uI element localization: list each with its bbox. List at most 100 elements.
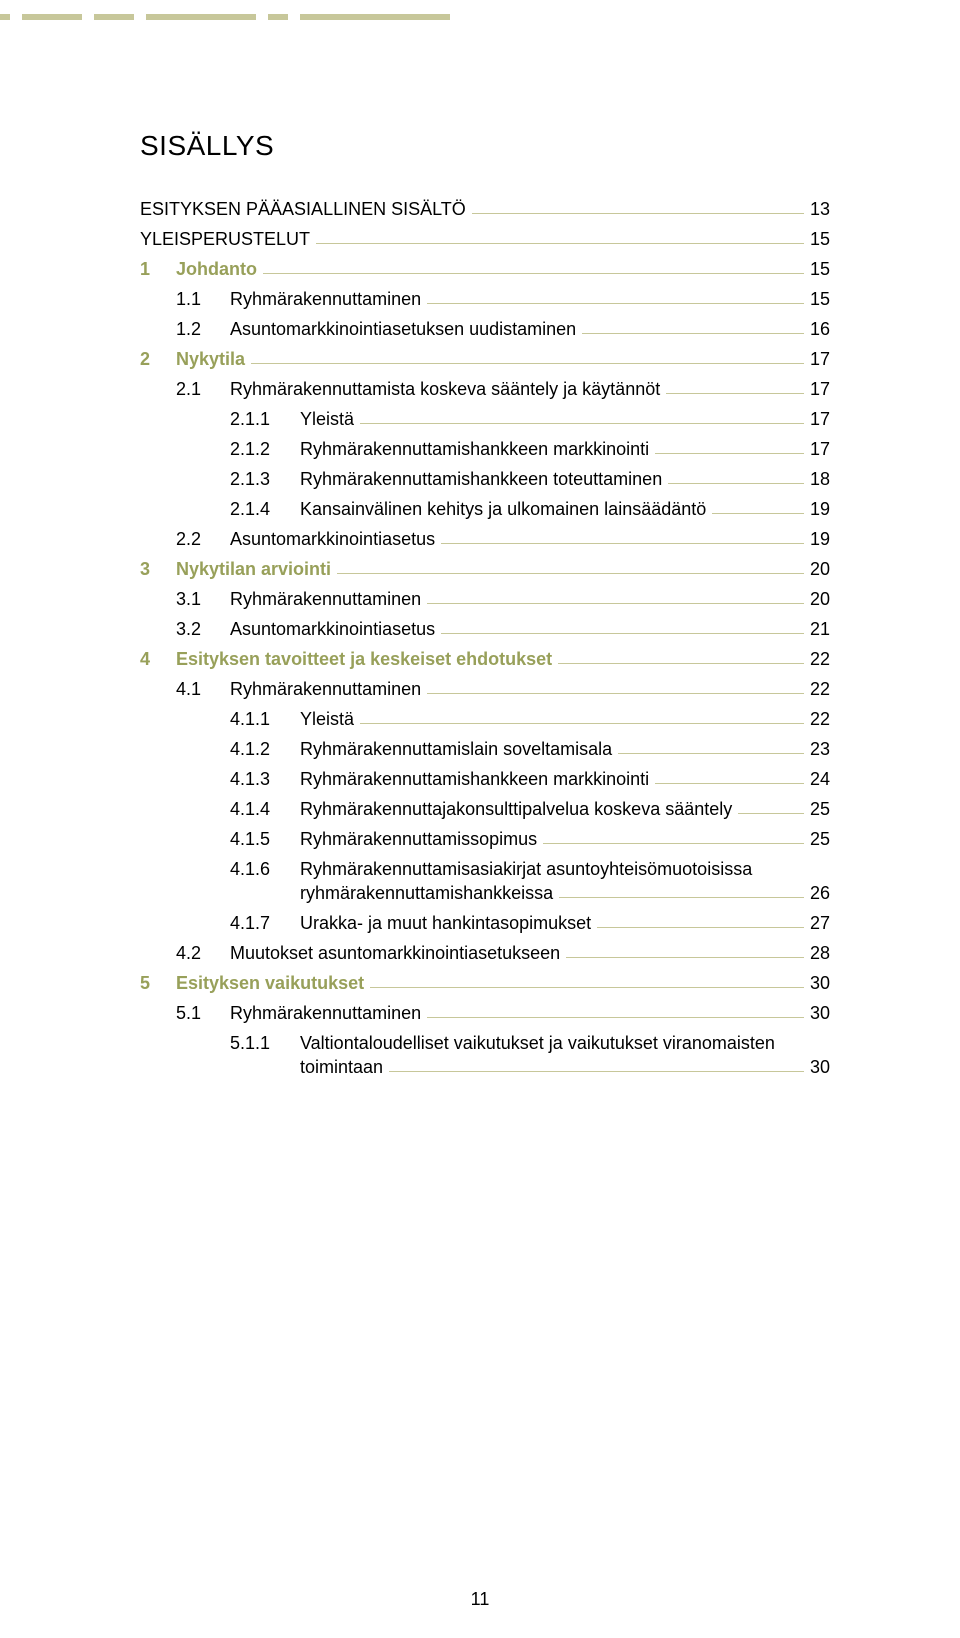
toc-number: 2.1.2 [230, 440, 300, 458]
toc-leader [441, 633, 804, 634]
toc-row: 5.1.1Valtiontaloudelliset vaikutukset ja… [140, 1034, 830, 1052]
toc-number: 1.2 [176, 320, 230, 338]
toc-row: 3.1Ryhmärakennuttaminen20 [140, 590, 830, 608]
toc-label: Ryhmärakennuttamista koskeva sääntely ja… [230, 380, 660, 398]
decorative-bar [0, 14, 10, 20]
page-number: 11 [0, 1589, 960, 1610]
decorative-bar [94, 14, 134, 20]
header-decorative-bars [0, 0, 960, 20]
toc-label: Esityksen tavoitteet ja keskeiset ehdotu… [176, 650, 552, 668]
toc-label: Nykytilan arviointi [176, 560, 331, 578]
toc-leader [427, 693, 804, 694]
toc-row: 3Nykytilan arviointi 20 [140, 560, 830, 578]
toc-number: 4.1.4 [230, 800, 300, 818]
toc-leader [618, 753, 804, 754]
toc-label: Ryhmärakennuttamishankkeen markkinointi [300, 770, 649, 788]
decorative-bar [146, 14, 256, 20]
toc-number: 5.1 [176, 1004, 230, 1022]
toc-label: Ryhmärakennuttaminen [230, 290, 421, 308]
toc-leader [655, 783, 804, 784]
toc-page: 26 [810, 884, 830, 902]
toc-leader [558, 663, 804, 664]
toc-label: Yleistä [300, 710, 354, 728]
toc-page: 19 [810, 500, 830, 518]
toc-leader [427, 303, 804, 304]
toc-leader [441, 543, 804, 544]
toc-page: 30 [810, 1058, 830, 1076]
toc-label: ryhmärakennuttamishankkeissa [300, 884, 553, 902]
toc-number: 4.1.5 [230, 830, 300, 848]
toc-number: 4.1.3 [230, 770, 300, 788]
toc-label: Johdanto [176, 260, 257, 278]
toc-label: Muutokset asuntomarkkinointiasetukseen [230, 944, 560, 962]
toc-number: 5.1.1 [230, 1034, 300, 1052]
toc-label: YLEISPERUSTELUT [140, 230, 310, 248]
toc-number: 1.1 [176, 290, 230, 308]
toc-page: 20 [810, 560, 830, 578]
toc-label: Urakka- ja muut hankintasopimukset [300, 914, 591, 932]
table-of-contents: ESITYKSEN PÄÄASIALLINEN SISÄLTÖ 13 YLEISPE… [140, 200, 830, 1076]
toc-leader [666, 393, 804, 394]
toc-row: 2.1.4Kansainvälinen kehitys ja ulkomaine… [140, 500, 830, 518]
toc-number: 2 [140, 350, 176, 368]
toc-row: ESITYKSEN PÄÄASIALLINEN SISÄLTÖ 13 [140, 200, 830, 218]
toc-row: 2Nykytila 17 [140, 350, 830, 368]
toc-row: 1Johdanto15 [140, 260, 830, 278]
toc-row: 4.2Muutokset asuntomarkkinointiasetuksee… [140, 944, 830, 962]
toc-label: Nykytila [176, 350, 245, 368]
decorative-bar [22, 14, 82, 20]
toc-leader [582, 333, 804, 334]
toc-row: 4.1.1Yleistä22 [140, 710, 830, 728]
toc-page: 21 [810, 620, 830, 638]
toc-row: 4.1.7Urakka- ja muut hankintasopimukset2… [140, 914, 830, 932]
toc-row: 5Esityksen vaikutukset30 [140, 974, 830, 992]
toc-label: ESITYKSEN PÄÄASIALLINEN SISÄLTÖ [140, 200, 466, 218]
toc-page: 18 [810, 470, 830, 488]
toc-page: 28 [810, 944, 830, 962]
toc-page: 17 [810, 440, 830, 458]
toc-number: 3 [140, 560, 176, 578]
toc-label: Asuntomarkkinointiasetus [230, 530, 435, 548]
toc-page: 23 [810, 740, 830, 758]
decorative-bar [268, 14, 288, 20]
toc-row: 4.1.2Ryhmärakennuttamislain soveltamisal… [140, 740, 830, 758]
toc-page: 17 [810, 410, 830, 428]
toc-leader [472, 213, 804, 214]
toc-page: 15 [810, 290, 830, 308]
toc-label: Kansainvälinen kehitys ja ulkomainen lai… [300, 500, 706, 518]
toc-number: 2.1.4 [230, 500, 300, 518]
toc-leader [263, 273, 804, 274]
toc-leader [655, 453, 804, 454]
toc-leader [360, 423, 804, 424]
toc-row: ryhmärakennuttamishankkeissa 26 [140, 884, 830, 902]
toc-number: 3.1 [176, 590, 230, 608]
toc-page: 13 [810, 200, 830, 218]
toc-label: Asuntomarkkinointiasetuksen uudistaminen [230, 320, 576, 338]
toc-label: Ryhmärakennuttaminen [230, 680, 421, 698]
toc-leader [316, 243, 804, 244]
toc-leader [427, 603, 804, 604]
toc-row: 4.1.6Ryhmärakennuttamisasiakirjat asunto… [140, 860, 830, 878]
toc-row: 2.1.2Ryhmärakennuttamishankkeen markkino… [140, 440, 830, 458]
toc-row: 1.2Asuntomarkkinointiasetuksen uudistami… [140, 320, 830, 338]
toc-number: 4.1.2 [230, 740, 300, 758]
toc-leader [251, 363, 804, 364]
decorative-bar [300, 14, 450, 20]
toc-page: 22 [810, 650, 830, 668]
toc-page: 17 [810, 350, 830, 368]
toc-leader [668, 483, 804, 484]
toc-row: 2.1.3Ryhmärakennuttamishankkeen toteutta… [140, 470, 830, 488]
toc-row: toimintaan30 [140, 1058, 830, 1076]
page-title: SISÄLLYS [140, 130, 830, 162]
toc-page: 27 [810, 914, 830, 932]
toc-number: 2.2 [176, 530, 230, 548]
toc-row: 4.1.3Ryhmärakennuttamishankkeen markkino… [140, 770, 830, 788]
toc-page: 30 [810, 1004, 830, 1022]
toc-row: 3.2Asuntomarkkinointiasetus21 [140, 620, 830, 638]
toc-label: Valtiontaloudelliset vaikutukset ja vaik… [300, 1034, 775, 1052]
toc-leader [559, 897, 804, 898]
toc-row: 4.1.4Ryhmärakennuttajakonsulttipalvelua … [140, 800, 830, 818]
toc-leader [389, 1071, 804, 1072]
toc-label: Ryhmärakennuttamisasiakirjat asuntoyhtei… [300, 860, 752, 878]
toc-number: 4.1.1 [230, 710, 300, 728]
